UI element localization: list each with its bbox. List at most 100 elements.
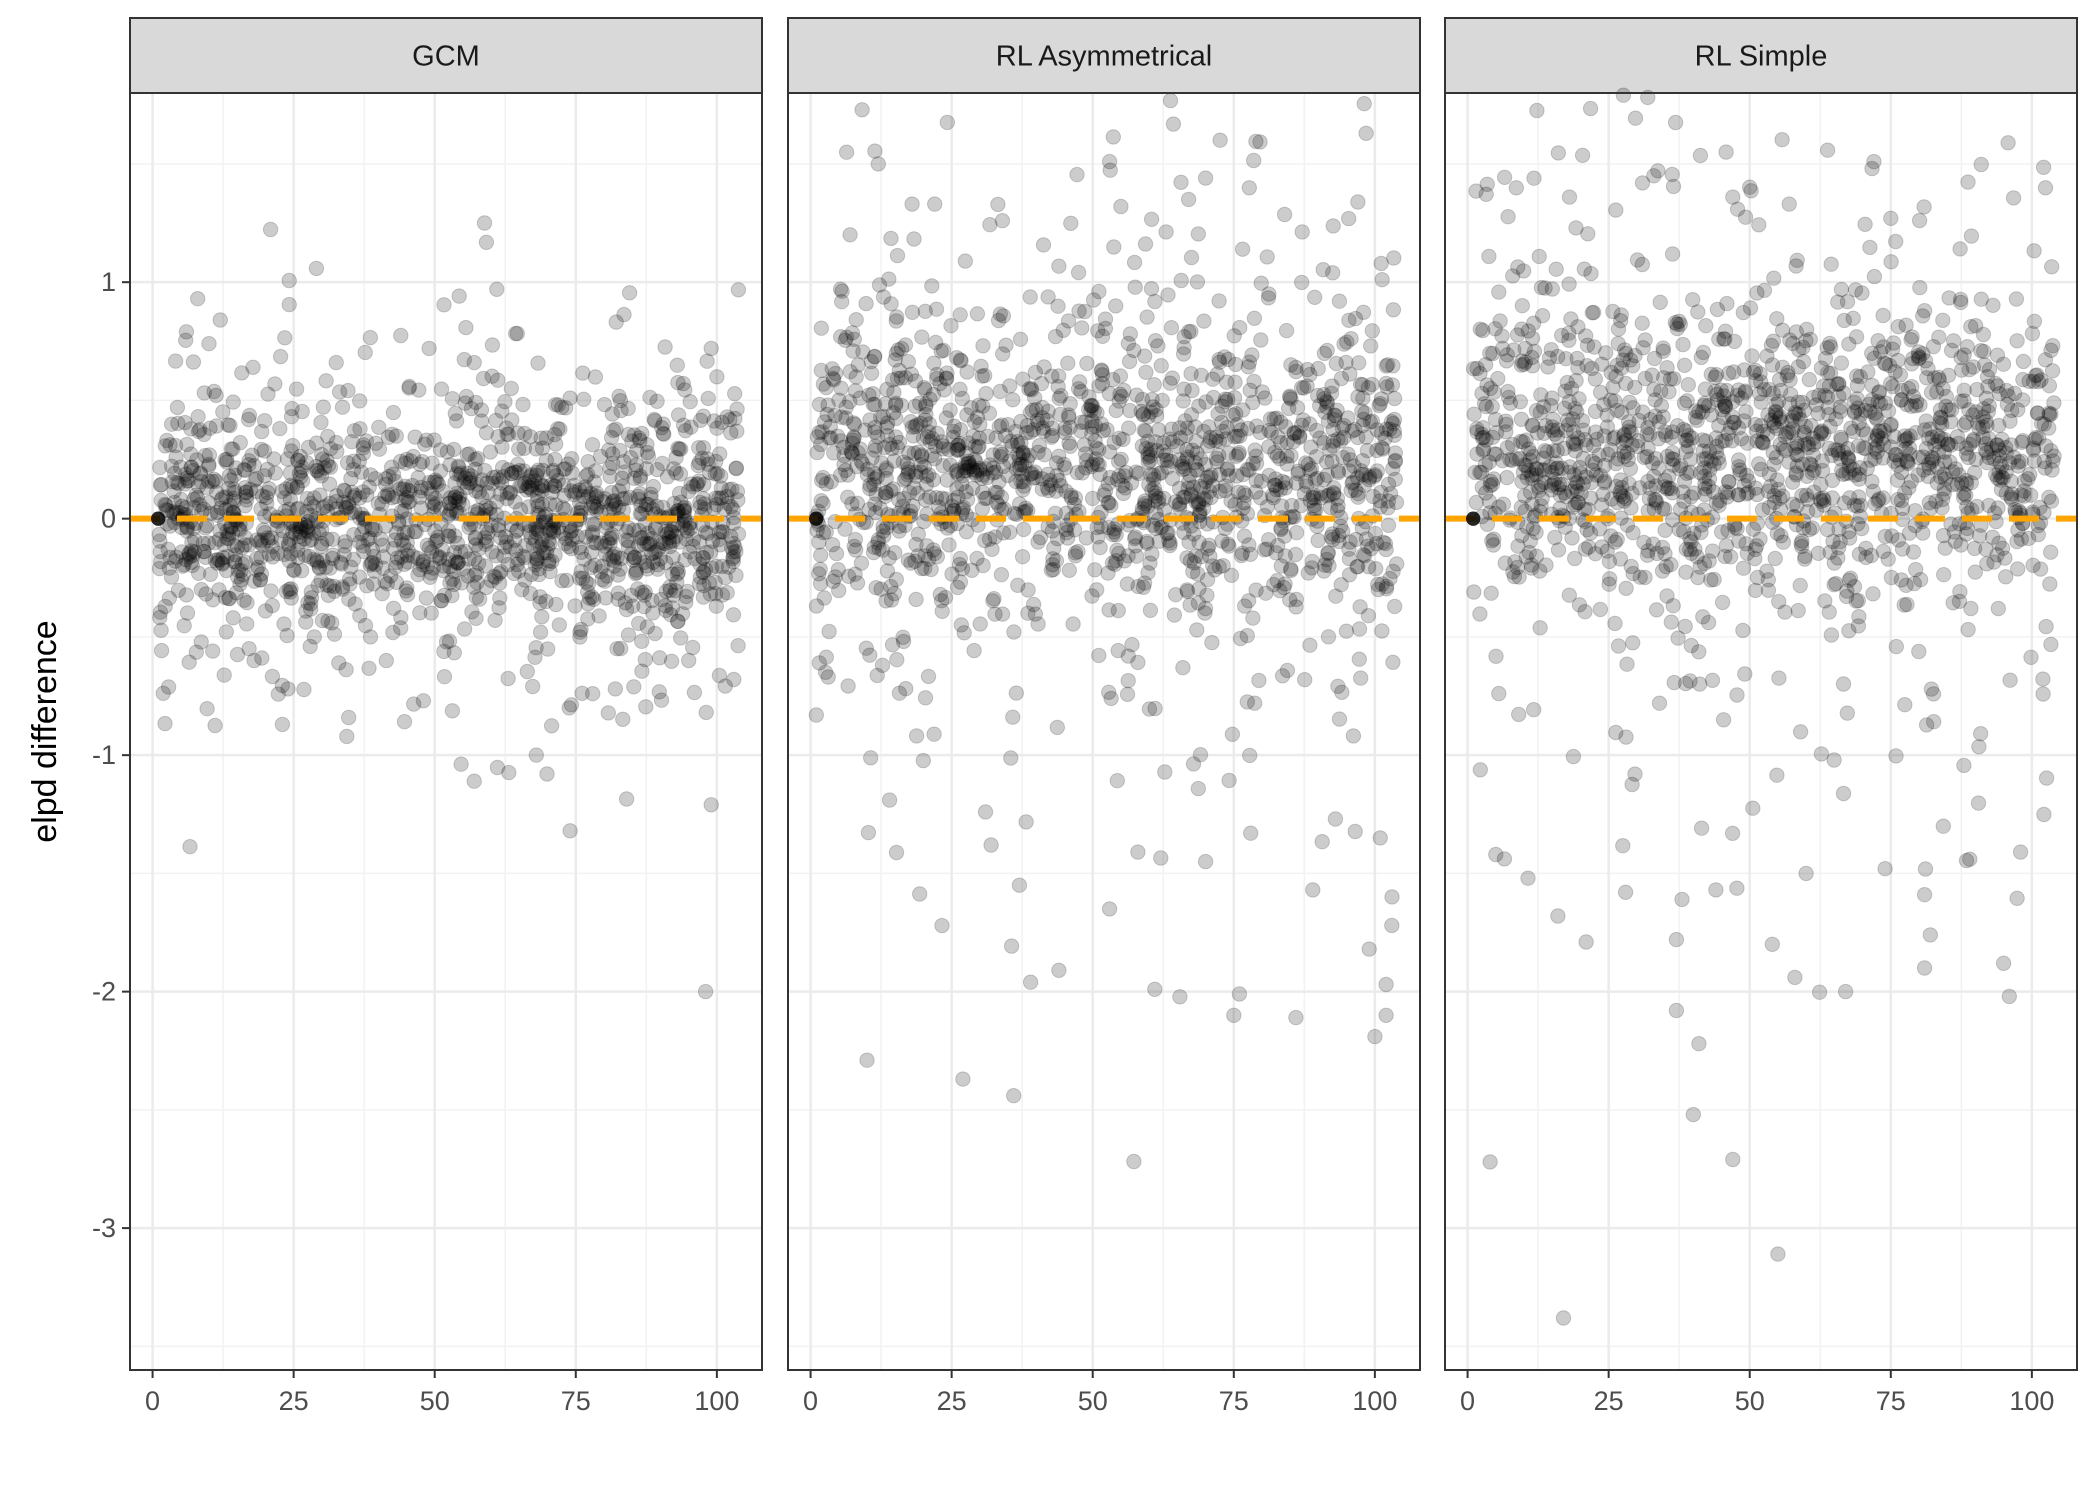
data-point <box>1875 307 1891 324</box>
data-point <box>1889 472 1906 488</box>
data-point <box>638 461 655 477</box>
data-point <box>649 557 666 573</box>
data-point <box>1624 485 1640 502</box>
data-point <box>1698 318 1714 334</box>
data-point <box>1505 564 1521 580</box>
data-point <box>1605 379 1621 396</box>
data-point <box>541 522 557 538</box>
data-point <box>548 596 564 613</box>
data-point <box>1248 455 1265 471</box>
data-point <box>457 395 473 411</box>
data-point <box>419 559 436 575</box>
data-point <box>1563 380 1580 397</box>
data-point <box>1594 497 1610 513</box>
data-point <box>1246 373 1262 390</box>
data-point <box>1724 409 1741 425</box>
facet-strip-label: RL Asymmetrical <box>996 41 1212 73</box>
data-point <box>1158 224 1174 240</box>
data-point <box>1051 258 1067 274</box>
data-point <box>1143 281 1160 297</box>
data-point <box>249 532 265 548</box>
data-point <box>1905 544 1922 560</box>
data-point <box>1918 413 1934 429</box>
data-point <box>1875 339 1892 355</box>
data-point <box>564 523 580 539</box>
data-point <box>468 610 484 626</box>
data-point <box>370 495 386 511</box>
data-point <box>859 466 875 483</box>
data-point <box>663 653 680 669</box>
data-point <box>1040 289 1056 305</box>
data-point <box>588 489 604 506</box>
data-point <box>1585 304 1602 321</box>
data-point <box>560 456 576 472</box>
data-point <box>260 386 276 402</box>
data-point <box>1956 417 1973 433</box>
data-point <box>161 560 178 576</box>
data-point <box>1367 1028 1383 1045</box>
data-point <box>429 474 445 490</box>
data-point <box>883 578 899 595</box>
data-point <box>934 490 950 506</box>
data-point <box>1615 838 1631 854</box>
data-point <box>578 468 594 484</box>
data-point <box>180 472 197 489</box>
data-point <box>1558 423 1574 439</box>
data-point <box>1061 409 1077 426</box>
data-point <box>215 550 231 566</box>
data-point <box>900 354 916 370</box>
data-point <box>352 490 368 506</box>
data-point <box>993 567 1010 583</box>
data-point <box>897 370 914 386</box>
data-point <box>1669 320 1686 337</box>
data-point <box>618 601 635 618</box>
data-point <box>657 598 673 614</box>
data-point <box>631 615 647 632</box>
data-point <box>458 319 474 336</box>
data-point <box>1516 356 1532 372</box>
data-point <box>679 583 696 600</box>
x-tick-label: 0 <box>145 1386 160 1416</box>
data-point <box>326 626 343 642</box>
data-point <box>1651 460 1667 476</box>
data-point <box>2023 649 2039 665</box>
data-point <box>361 660 377 676</box>
data-point <box>1798 865 1814 882</box>
data-point <box>227 484 243 500</box>
data-point <box>157 715 173 732</box>
data-point <box>1952 241 1968 257</box>
data-point <box>1062 396 1078 412</box>
data-point <box>479 533 495 549</box>
data-point <box>208 484 225 501</box>
data-point <box>534 609 550 625</box>
data-point <box>1561 332 1577 348</box>
data-point <box>451 459 467 476</box>
data-point <box>991 418 1007 435</box>
data-point <box>1840 450 1856 466</box>
data-point <box>615 478 631 494</box>
data-point <box>1142 602 1159 618</box>
data-point <box>450 554 466 571</box>
data-point <box>2029 405 2046 421</box>
data-point <box>935 342 952 359</box>
panel-background <box>130 93 762 1370</box>
data-point <box>1651 414 1667 430</box>
data-point <box>401 380 417 396</box>
data-point <box>1350 486 1367 502</box>
data-point <box>1277 528 1293 544</box>
x-axis: 0 25 50 75 100 <box>1460 1370 2054 1416</box>
data-point <box>632 432 648 449</box>
data-point <box>1305 882 1321 898</box>
data-point <box>430 476 447 493</box>
data-point <box>1716 395 1732 411</box>
data-point <box>309 554 325 570</box>
data-point <box>326 578 342 594</box>
data-point <box>1465 361 1482 377</box>
data-point <box>1774 488 1791 504</box>
data-point <box>383 459 400 475</box>
data-point <box>1180 191 1197 208</box>
data-point <box>1823 256 1839 272</box>
data-point <box>164 474 181 490</box>
data-point <box>696 476 712 493</box>
data-point <box>840 489 856 505</box>
